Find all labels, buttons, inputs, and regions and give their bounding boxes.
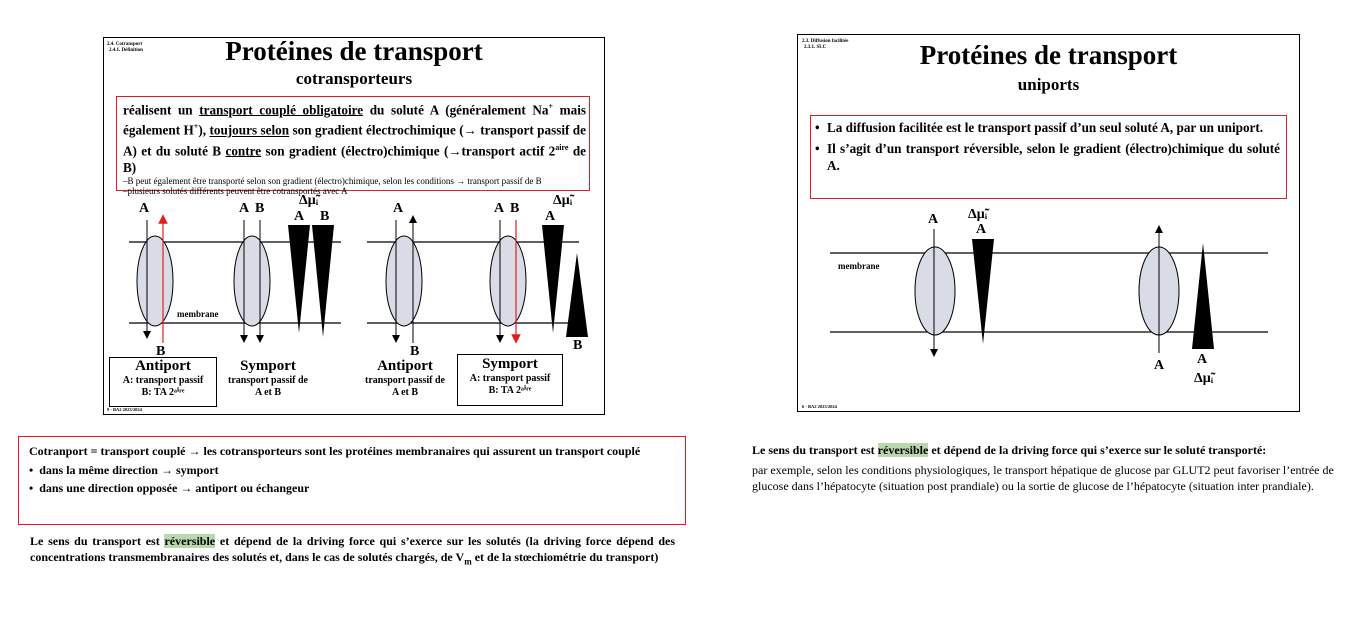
summary-list: • dans la même direction → symport • dan… [19,462,685,496]
breadcrumb-section: 2.4. Cotransport [107,42,143,47]
breadcrumb-section: 2.3. Diffusion facilitée [802,39,849,44]
slide-footer: 6 - BA2 2023/2024 [802,404,837,409]
gradient-label: Δμ̃ᵢ [968,207,990,222]
carrier-antiport-1 [136,235,174,327]
caption-antiport-2: Antiport transport passif de A et B [364,358,445,398]
caption-symport-1: Symport transport passif de A et B [227,358,308,398]
reversibility-paragraph-left: Le sens du transport est réversible et d… [30,534,676,567]
caption-antiport-1: Antiport A: transport passif B: TA 2ᵃⁱʳᵉ [109,357,217,407]
summary-bullet-antiport: • dans une direction opposée → antiport … [29,481,310,495]
slide-title: Protéines de transport [225,36,483,66]
label-a: A [494,201,505,216]
uniport-bullet-1: • La diffusion facilitée est le transport… [815,120,1264,135]
label-a: A [1154,358,1165,373]
gradient-triangle-b [312,225,334,337]
label-a: A [239,201,250,216]
glut2-example-paragraph: par exemple, selon les conditions physio… [752,463,1334,493]
uniport-bullet-2: • Il s’agit d’un transport réversible, se… [815,141,1280,173]
gradient-triangle-b [566,253,588,337]
label-a: A [976,222,987,237]
right-slide: 2.3. Diffusion facilitée 2.3.1. SLC Prot… [797,34,1300,412]
definition-note-2: –plusieurs solutés différents peuvent êt… [123,186,348,197]
gradient-triangle-down [972,239,994,344]
label-b: B [510,201,519,216]
label-b: B [255,201,264,216]
slide-footer: 9 - BA2 2023/2024 [107,407,142,412]
label-a: A [393,201,404,216]
carrier-antiport-2 [385,235,423,327]
gradient-label: Δμ̃ᵢ [553,193,575,208]
label-a: A [545,209,556,224]
left-slide: 2.4. Cotransport 2.4.1. Définition Proté… [103,36,605,415]
caption-symport-2: Symport A: transport passif B: TA 2ᵃⁱʳᵉ [457,354,563,406]
membrane-label: membrane [838,261,880,271]
label-b: B [573,338,582,353]
summary-bullet-symport: • dans la même direction → symport [29,463,219,477]
label-b: B [410,344,419,359]
membrane-label: membrane [177,309,219,319]
cotransport-diagram: membrane A B A B Δμ̃ᵢ A B A B A B Δμ̃ᵢ A [129,193,588,359]
label-a: A [294,209,305,224]
carrier-symport-2 [489,235,527,327]
label-b: B [156,344,165,359]
label-a: A [1197,352,1208,367]
uniport-diagram: membrane A Δμ̃ᵢ A A A Δμ̃ᵢ [830,207,1268,386]
slide-subtitle: uniports [1017,75,1080,94]
gradient-triangle-a [542,225,564,333]
definition-box: réalisent un transport couplé obligatoir… [116,96,590,196]
label-b: B [320,209,329,224]
gradient-label: Δμ̃ᵢ [299,193,321,208]
gradient-label: Δμ̃ᵢ [1194,371,1216,386]
carrier-symport-1 [233,235,271,327]
breadcrumb-subsection: 2.3.1. SLC [804,45,827,50]
carrier-uniport-in [914,246,956,336]
definition-text: réalisent un transport couplé obligatoir… [123,102,587,176]
cotransport-summary-box: Cotranport = transport couplé → les cotr… [18,436,686,525]
label-a: A [139,201,150,216]
slide-title: Protéines de transport [919,40,1178,70]
definition-note-1: –B peut également être transporté selon … [123,176,542,187]
reversibility-paragraph-right: Le sens du transport est réversible et d… [752,443,1267,457]
gradient-triangle-a [288,225,310,333]
slide-subtitle: cotransporteurs [295,69,413,88]
breadcrumb-subsection: 2.4.1. Définition [109,48,143,53]
gradient-triangle-up [1192,243,1214,349]
uniport-definition-box: • La diffusion facilitée est le transport… [810,115,1287,199]
label-a: A [928,212,939,227]
summary-intro: Cotranport = transport couplé → les cotr… [29,444,641,458]
